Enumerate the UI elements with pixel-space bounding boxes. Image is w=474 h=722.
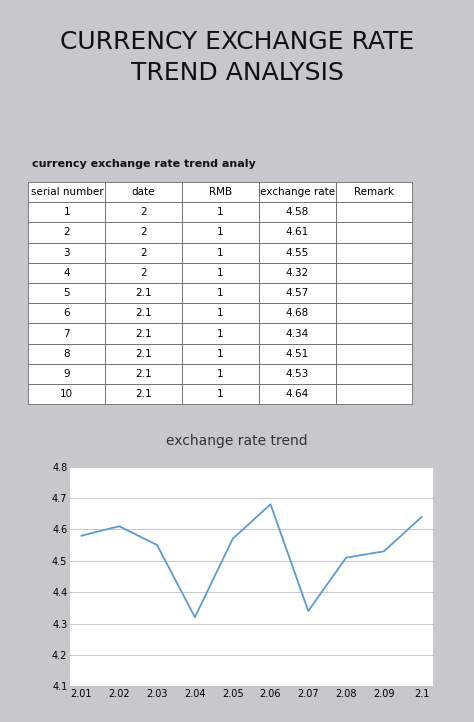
Text: CURRENCY EXCHANGE RATE
TREND ANALYSIS: CURRENCY EXCHANGE RATE TREND ANALYSIS — [60, 30, 414, 85]
Text: currency exchange rate trend analy: currency exchange rate trend analy — [32, 160, 256, 169]
Text: exchange rate trend: exchange rate trend — [166, 435, 308, 448]
